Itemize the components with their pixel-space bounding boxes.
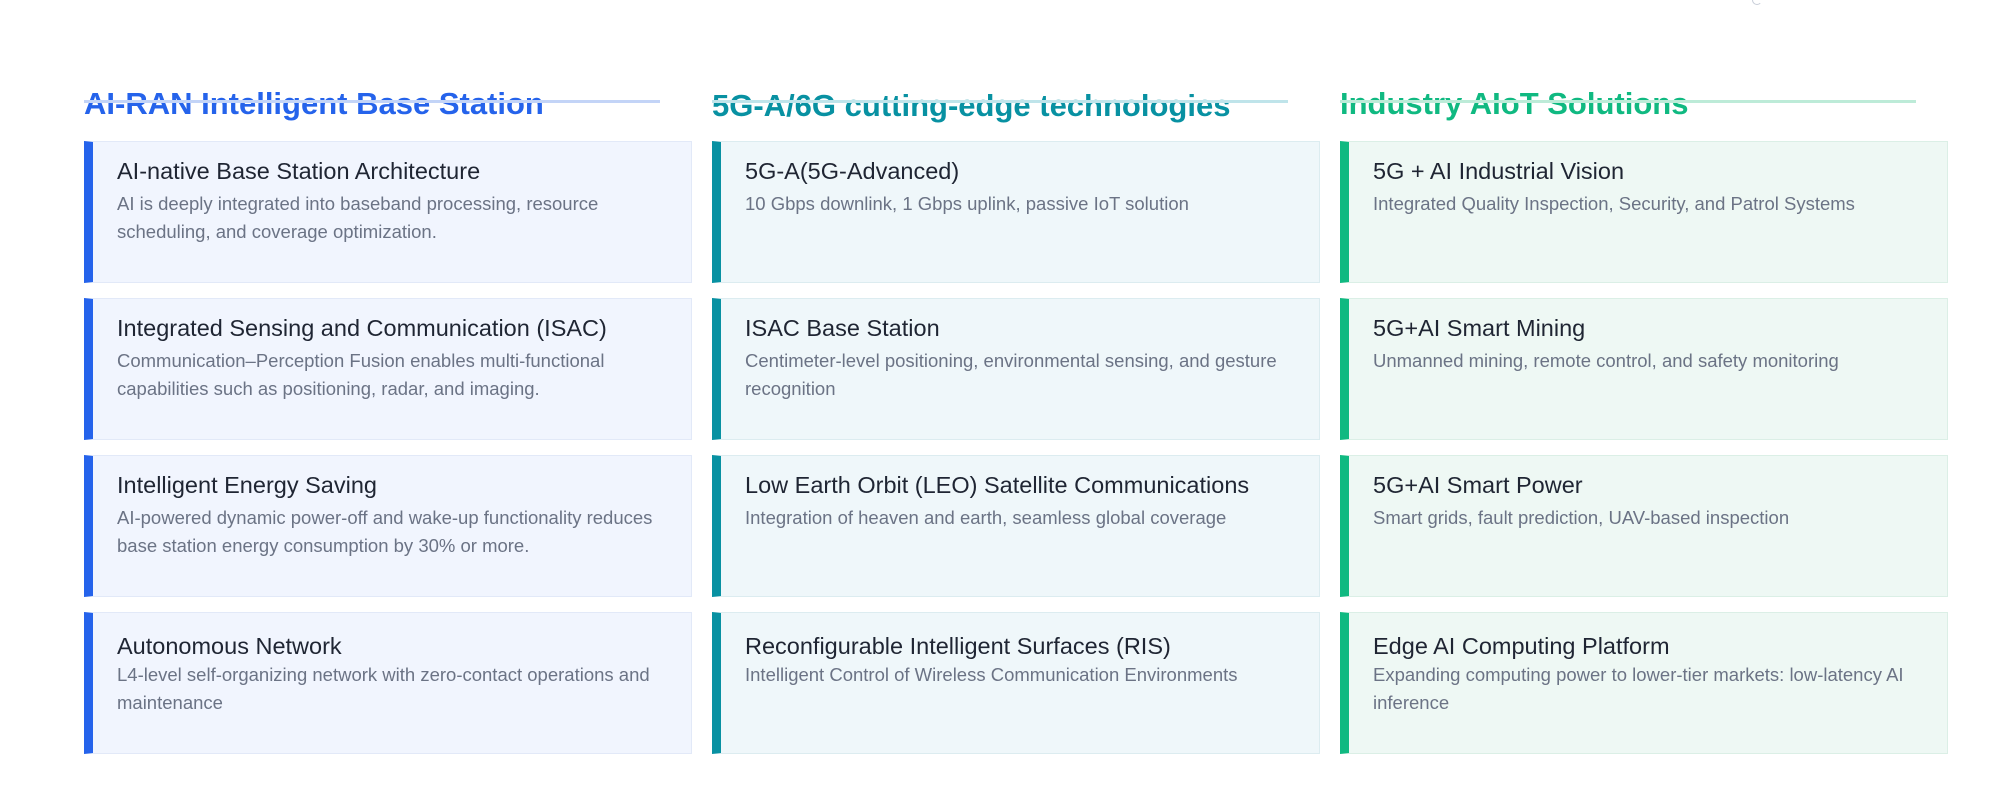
card-description: 10 Gbps downlink, 1 Gbps uplink, passive… — [745, 193, 1189, 214]
card-description: Integration of heaven and earth, seamles… — [745, 507, 1227, 528]
card-description: Unmanned mining, remote control, and saf… — [1373, 350, 1839, 371]
card-description: AI is deeply integrated into baseband pr… — [117, 193, 599, 242]
column-heading: AI-RAN Intelligent Base Station — [84, 85, 544, 121]
feature-card: Low Earth Orbit (LEO) Satellite Communic… — [712, 455, 1320, 597]
card-description: L4-level self-organizing network with ze… — [117, 664, 650, 713]
feature-card: Integrated Sensing and Communication (IS… — [84, 298, 692, 440]
feature-card: ISAC Base Station Centimeter-level posit… — [712, 298, 1320, 440]
card-title: AI-native Base Station Architecture — [117, 158, 481, 184]
card-description: Integrated Quality Inspection, Security,… — [1373, 193, 1855, 214]
card-title: 5G + AI Industrial Vision — [1373, 158, 1625, 184]
feature-card: Reconfigurable Intelligent Surfaces (RIS… — [712, 612, 1320, 754]
card-title: 5G+AI Smart Power — [1373, 472, 1583, 498]
card-description: AI-powered dynamic power-off and wake-up… — [117, 507, 653, 556]
feature-card: Edge AI Computing Platform Expanding com… — [1340, 612, 1948, 754]
feature-card: Autonomous Network L4-level self-organiz… — [84, 612, 692, 754]
feature-card: 5G+AI Smart Mining Unmanned mining, remo… — [1340, 298, 1948, 440]
card-description: Expanding computing power to lower-tier … — [1373, 664, 1904, 713]
heading-underline — [712, 100, 1288, 103]
card-title: Integrated Sensing and Communication (IS… — [117, 315, 607, 341]
card-title: Intelligent Energy Saving — [117, 472, 377, 498]
card-description: Centimeter-level positioning, environmen… — [745, 350, 1277, 399]
corner-arc-mark — [1752, 0, 1762, 5]
heading-underline — [84, 100, 660, 103]
card-title: Edge AI Computing Platform — [1373, 633, 1670, 659]
feature-card: 5G+AI Smart Power Smart grids, fault pre… — [1340, 455, 1948, 597]
column-heading: 5G-A/6G cutting-edge technologies — [712, 87, 1231, 123]
card-description: Intelligent Control of Wireless Communic… — [745, 664, 1238, 685]
feature-card: 5G-A(5G-Advanced) 10 Gbps downlink, 1 Gb… — [712, 141, 1320, 283]
heading-underline — [1340, 100, 1916, 103]
card-title: ISAC Base Station — [745, 315, 940, 341]
card-title: Low Earth Orbit (LEO) Satellite Communic… — [745, 472, 1250, 498]
feature-card: 5G + AI Industrial Vision Integrated Qua… — [1340, 141, 1948, 283]
card-description: Smart grids, fault prediction, UAV-based… — [1373, 507, 1790, 528]
feature-card: AI-native Base Station Architecture AI i… — [84, 141, 692, 283]
card-description: Communication–Perception Fusion enables … — [117, 350, 605, 399]
column-heading: Industry AIoT Solutions — [1340, 85, 1689, 121]
card-title: 5G+AI Smart Mining — [1373, 315, 1586, 341]
card-title: Autonomous Network — [117, 633, 342, 659]
feature-card: Intelligent Energy Saving AI-powered dyn… — [84, 455, 692, 597]
card-title: 5G-A(5G-Advanced) — [745, 158, 960, 184]
card-title: Reconfigurable Intelligent Surfaces (RIS… — [745, 633, 1171, 659]
